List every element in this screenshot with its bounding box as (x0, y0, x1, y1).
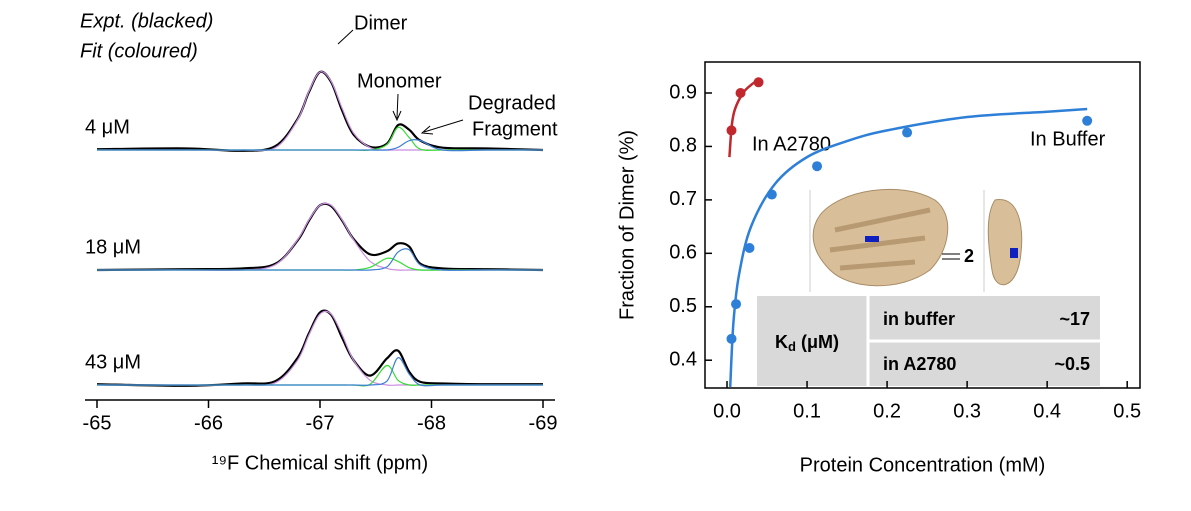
table-cell: ~17 (1059, 309, 1090, 329)
kd-symbol: K (775, 332, 788, 352)
table-header: Kd (μM) (775, 332, 839, 355)
spectrum-label: 4 μM (85, 116, 130, 138)
data-point (726, 333, 737, 344)
table-cell: ~0.5 (1054, 354, 1090, 374)
arrow (423, 119, 464, 133)
x-tick-label: -69 (529, 412, 558, 434)
dimer-strands (829, 207, 931, 271)
label-site (865, 236, 879, 242)
x-tick-label: 0.4 (1033, 400, 1061, 422)
x-tick-label: -66 (194, 412, 223, 434)
legend-note: Fit (coloured) (80, 40, 198, 62)
component-line (97, 202, 543, 271)
x-tick-label: -65 (83, 412, 112, 434)
data-point (744, 242, 755, 253)
data-point (766, 189, 777, 200)
arrow (337, 29, 354, 45)
y-tick-label: 0.8 (669, 135, 697, 157)
spectrum-line (96, 202, 544, 272)
legend-note: Expt. (blacked) (80, 10, 213, 32)
data-point (735, 87, 746, 98)
table-cell: in A2780 (883, 354, 956, 374)
x-tick-label: 0.2 (873, 400, 901, 422)
x-tick-label: -68 (417, 412, 446, 434)
y-tick-label: 0.6 (669, 242, 697, 264)
component-line (96, 139, 543, 152)
kd-subscript: d (788, 339, 796, 354)
x-tick-label: 0.0 (713, 400, 741, 422)
y-tick-label: 0.4 (669, 348, 697, 370)
kd-unit: (μM) (796, 332, 839, 352)
y-tick-label: 0.9 (669, 81, 697, 103)
y-tick-label: 0.7 (669, 188, 697, 210)
label-site (1010, 248, 1018, 258)
data-point (726, 125, 737, 136)
series-label: In A2780 (752, 133, 831, 155)
data-point (1082, 115, 1093, 126)
arrow (396, 93, 399, 119)
peak-label: Monomer (357, 70, 442, 92)
table-cell: in buffer (883, 309, 955, 329)
monomer-structure (987, 199, 1023, 286)
spectrum-label: 18 μM (85, 236, 141, 258)
stoichiometry: 2 (964, 246, 974, 266)
series-label: In Buffer (1030, 128, 1106, 150)
plot-frame (704, 61, 1141, 389)
peak-label: Dimer (354, 12, 408, 34)
component-line (97, 364, 543, 387)
component-line (97, 310, 543, 386)
arrow-head (420, 125, 434, 135)
data-point (812, 161, 823, 172)
x-tick-label: -67 (306, 412, 335, 434)
peak-label: Fragment (472, 118, 558, 140)
arrow-head (392, 110, 402, 122)
component-line (97, 248, 543, 271)
data-point (753, 77, 764, 88)
dimer-structure (812, 188, 949, 287)
fit-line (728, 107, 1088, 387)
x-axis-label: ¹⁹F Chemical shift (ppm) (212, 452, 428, 474)
x-tick-label: 0.5 (1113, 400, 1141, 422)
y-tick-label: 0.5 (669, 295, 697, 317)
data-point (902, 127, 913, 138)
x-tick-label: 0.1 (793, 400, 821, 422)
data-point (731, 299, 742, 310)
spectrum-line (96, 309, 544, 387)
y-axis-label: Fraction of Dimer (%) (616, 130, 638, 320)
x-tick-label: 0.3 (953, 400, 981, 422)
protein-inset (809, 188, 1023, 292)
x-axis-label: Protein Concentration (mM) (800, 454, 1046, 476)
component-line (97, 357, 543, 387)
spectrum-label: 43 μM (85, 351, 141, 373)
peak-label: Degraded (468, 92, 556, 114)
